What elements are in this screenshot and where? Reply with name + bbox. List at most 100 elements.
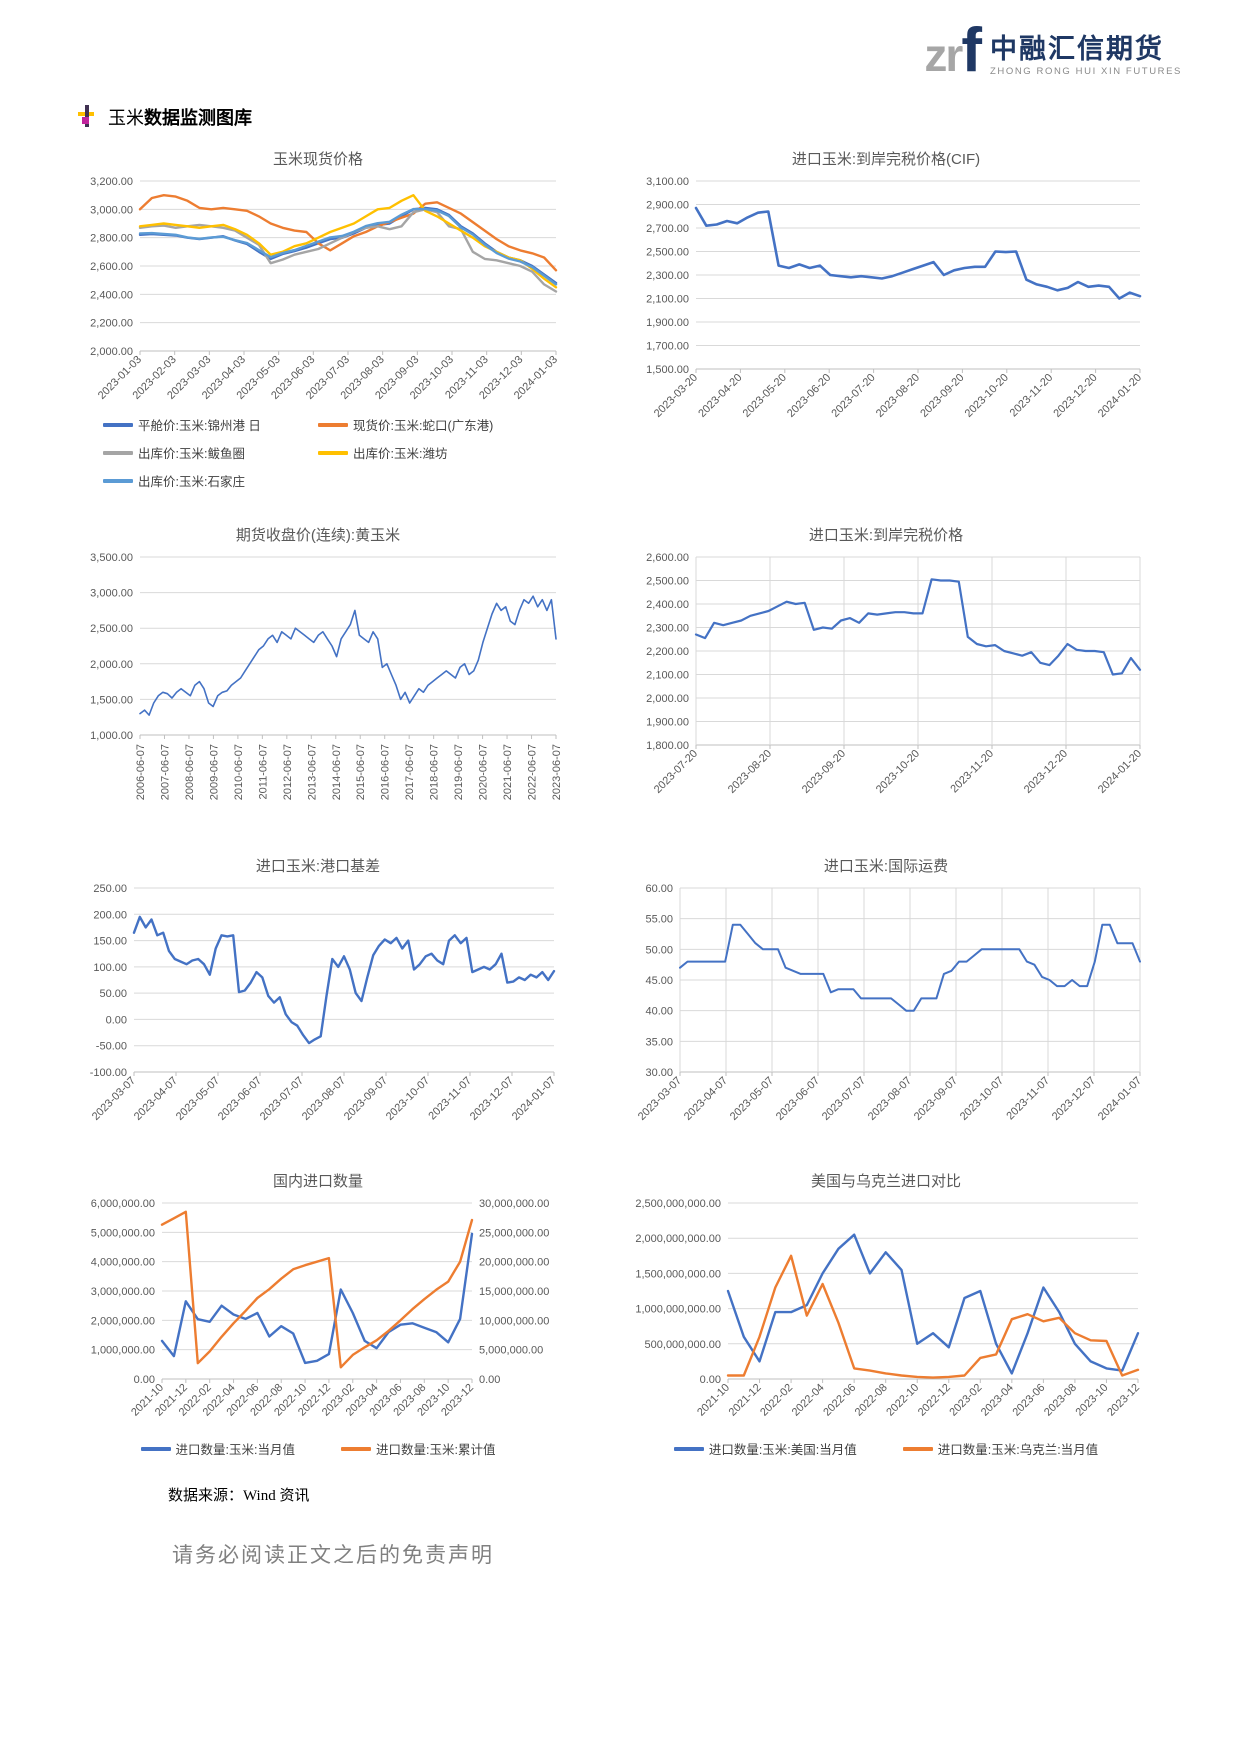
chart-canvas: 0.00 1,000,000.00 2,000,000.00 3,000,000.00… bbox=[91, 1198, 550, 1419]
svg-text:2,700.00: 2,700.00 bbox=[646, 223, 689, 235]
legend-label: 进口数量:玉米:累计值 bbox=[376, 1443, 496, 1457]
svg-text:2021-06-07: 2021-06-07 bbox=[502, 744, 514, 800]
svg-text:1,800.00: 1,800.00 bbox=[646, 740, 689, 752]
svg-text:2023-10-20: 2023-10-20 bbox=[874, 748, 922, 796]
svg-text:3,500.00: 3,500.00 bbox=[90, 552, 133, 564]
legend-item: 平舱价:玉米:锦州港 日 bbox=[103, 415, 318, 434]
svg-text:1,000.00: 1,000.00 bbox=[90, 730, 133, 742]
legend-label: 出库价:玉米:鲅鱼圈 bbox=[138, 447, 245, 461]
legend-item: 进口数量:玉米:累计值 bbox=[341, 1439, 495, 1458]
svg-text:30.00: 30.00 bbox=[645, 1067, 673, 1079]
svg-text:3,000.00: 3,000.00 bbox=[90, 204, 133, 216]
svg-text:2007-06-07: 2007-06-07 bbox=[159, 744, 171, 800]
svg-text:1,500.00: 1,500.00 bbox=[90, 694, 133, 706]
legend-item: 出库价:玉米:石家庄 bbox=[103, 471, 318, 490]
svg-text:2,500.00: 2,500.00 bbox=[646, 576, 689, 588]
svg-text:35.00: 35.00 bbox=[645, 1036, 673, 1048]
svg-text:2023-10-07: 2023-10-07 bbox=[958, 1075, 1006, 1123]
svg-text:6,000,000.00: 6,000,000.00 bbox=[91, 1198, 155, 1210]
svg-text:15,000,000.00: 15,000,000.00 bbox=[479, 1286, 549, 1298]
svg-text:2023-11-20: 2023-11-20 bbox=[948, 748, 996, 796]
svg-text:2023-04-20: 2023-04-20 bbox=[696, 372, 744, 420]
svg-text:2022-04: 2022-04 bbox=[790, 1382, 827, 1419]
chart-canvas: -100.00 -50.00 0.00 50.00 100.00 150.00 200.00… bbox=[90, 883, 558, 1123]
svg-text:2023-04-07: 2023-04-07 bbox=[132, 1075, 180, 1123]
svg-text:2023-09-07: 2023-09-07 bbox=[342, 1075, 390, 1123]
svg-text:2,500.00: 2,500.00 bbox=[646, 247, 689, 259]
svg-text:2023-12-07: 2023-12-07 bbox=[468, 1075, 516, 1123]
legend-label: 进口数量:玉米:乌克兰:当月值 bbox=[937, 1443, 1099, 1457]
svg-text:2023-08-20: 2023-08-20 bbox=[726, 748, 774, 796]
svg-text:2010-06-07: 2010-06-07 bbox=[233, 744, 245, 800]
svg-text:2018-06-07: 2018-06-07 bbox=[429, 744, 441, 800]
svg-text:2,500,000,000.00: 2,500,000,000.00 bbox=[635, 1198, 721, 1210]
svg-text:3,000,000.00: 3,000,000.00 bbox=[91, 1286, 155, 1298]
svg-text:2023-06: 2023-06 bbox=[1010, 1382, 1047, 1419]
svg-text:2,200.00: 2,200.00 bbox=[90, 318, 133, 330]
svg-text:0.00: 0.00 bbox=[479, 1374, 500, 1386]
svg-text:2023-06-07: 2023-06-07 bbox=[551, 744, 563, 800]
svg-text:1,000,000.00: 1,000,000.00 bbox=[91, 1345, 155, 1357]
svg-text:0.00: 0.00 bbox=[700, 1374, 721, 1386]
svg-text:2,000.00: 2,000.00 bbox=[90, 346, 133, 358]
chart-title: 进口玉米:港口基差 bbox=[255, 858, 381, 875]
legend-label: 出库价:玉米:潍坊 bbox=[353, 447, 448, 461]
svg-text:5,000,000.00: 5,000,000.00 bbox=[91, 1227, 155, 1239]
svg-text:2,500.00: 2,500.00 bbox=[90, 623, 133, 635]
chart-canvas: 30.00 35.00 40.00 45.00 50.00 55.00 60.00 2023-… bbox=[636, 883, 1144, 1123]
svg-text:2023-07-20: 2023-07-20 bbox=[652, 748, 700, 796]
svg-text:2023-10-20: 2023-10-20 bbox=[963, 372, 1011, 420]
chart-port-basis: 进口玉米:港口基差 -100.00 -50.00 0.00 50.00 100.00 15… bbox=[68, 855, 568, 1136]
legend-label: 现货价:玉米:蛇口(广东港) bbox=[353, 419, 494, 433]
legend-line-marker bbox=[103, 450, 133, 455]
svg-text:2023-05-07: 2023-05-07 bbox=[728, 1075, 776, 1123]
chart-canvas: 1,500.00 1,700.00 1,900.00 2,100.00 2,300.00… bbox=[646, 176, 1144, 420]
chart-legend: 进口数量:玉米:美国:当月值 进口数量:玉米:乌克兰:当月值 bbox=[673, 1439, 1099, 1458]
chart-corn-spot-price: 玉米现货价格 2,000.00 2,200.00 2,400.00 2,600.00 2… bbox=[68, 148, 568, 490]
svg-text:20,000,000.00: 20,000,000.00 bbox=[479, 1257, 549, 1269]
svg-text:2023-07-07: 2023-07-07 bbox=[258, 1075, 306, 1123]
legend-line-marker bbox=[318, 450, 348, 455]
svg-text:2,000.00: 2,000.00 bbox=[646, 693, 689, 705]
svg-text:2011-06-07: 2011-06-07 bbox=[257, 744, 269, 799]
svg-text:2023-11-07: 2023-11-07 bbox=[426, 1075, 474, 1123]
svg-text:2024-01-20: 2024-01-20 bbox=[1096, 372, 1144, 420]
svg-text:2,300.00: 2,300.00 bbox=[646, 270, 689, 282]
svg-text:2023-07-20: 2023-07-20 bbox=[829, 372, 877, 420]
svg-text:2023-12-20: 2023-12-20 bbox=[1022, 748, 1070, 796]
svg-text:2,900.00: 2,900.00 bbox=[646, 200, 689, 212]
svg-text:2019-06-07: 2019-06-07 bbox=[453, 744, 465, 800]
svg-text:2014-06-07: 2014-06-07 bbox=[331, 744, 343, 800]
svg-text:2023-05-20: 2023-05-20 bbox=[741, 372, 789, 420]
svg-text:2,400.00: 2,400.00 bbox=[646, 599, 689, 611]
svg-text:2012-06-07: 2012-06-07 bbox=[282, 744, 294, 800]
legend-item: 现货价:玉米:蛇口(广东港) bbox=[318, 415, 533, 434]
svg-text:1,000,000,000.00: 1,000,000,000.00 bbox=[635, 1304, 721, 1316]
svg-text:2022-02: 2022-02 bbox=[758, 1382, 795, 1419]
svg-text:3,100.00: 3,100.00 bbox=[646, 176, 689, 188]
chart-title: 国内进口数量 bbox=[272, 1173, 363, 1190]
svg-text:1,500,000,000.00: 1,500,000,000.00 bbox=[635, 1268, 721, 1280]
chart-legend: 平舱价:玉米:锦州港 日现货价:玉米:蛇口(广东港) 出库价:玉米:鲅鱼圈 出库价:… bbox=[103, 415, 533, 490]
legend-line-marker bbox=[140, 1446, 171, 1451]
chart-canvas: 1,800.00 1,900.00 2,000.00 2,100.00 2,200.00… bbox=[646, 552, 1144, 796]
svg-text:2023-08-07: 2023-08-07 bbox=[300, 1075, 348, 1123]
footer-disclaimer: 请务必阅读正文之后的免责声明 bbox=[172, 1543, 494, 1567]
svg-text:-50.00: -50.00 bbox=[96, 1041, 127, 1053]
svg-text:2023-09-20: 2023-09-20 bbox=[918, 372, 966, 420]
svg-text:55.00: 55.00 bbox=[645, 914, 673, 926]
legend-item: 进口数量:玉米:乌克兰:当月值 bbox=[902, 1439, 1099, 1458]
report-page: zrf 中融汇信期货 ZHONG RONG HUI XIN FUTURES 玉米… bbox=[68, 20, 1180, 1567]
legend-label: 出库价:玉米:石家庄 bbox=[138, 475, 245, 489]
chart-us-ukraine-import-compare: 美国与乌克兰进口对比 0.00 500,000,000.00 1,000,000,0… bbox=[616, 1170, 1156, 1458]
svg-text:2008-06-07: 2008-06-07 bbox=[184, 744, 196, 800]
svg-text:2024-01-07: 2024-01-07 bbox=[1096, 1075, 1144, 1123]
svg-text:2021-12: 2021-12 bbox=[727, 1382, 764, 1419]
chart-import-cif-price: 进口玉米:到岸完税价格(CIF) 1,500.00 1,700.00 1,900.0… bbox=[616, 148, 1156, 490]
chart-import-dutypaid-price: 进口玉米:到岸完税价格 1,800.00 1,900.00 2,000.00 2,10… bbox=[616, 524, 1156, 821]
svg-text:2023-05-07: 2023-05-07 bbox=[174, 1075, 222, 1123]
svg-text:2,100.00: 2,100.00 bbox=[646, 294, 689, 306]
legend-label: 进口数量:玉米:当月值 bbox=[175, 1443, 295, 1457]
svg-text:2022-08: 2022-08 bbox=[853, 1382, 890, 1419]
data-source-label: 数据来源：Wind 资讯 bbox=[168, 1488, 310, 1504]
